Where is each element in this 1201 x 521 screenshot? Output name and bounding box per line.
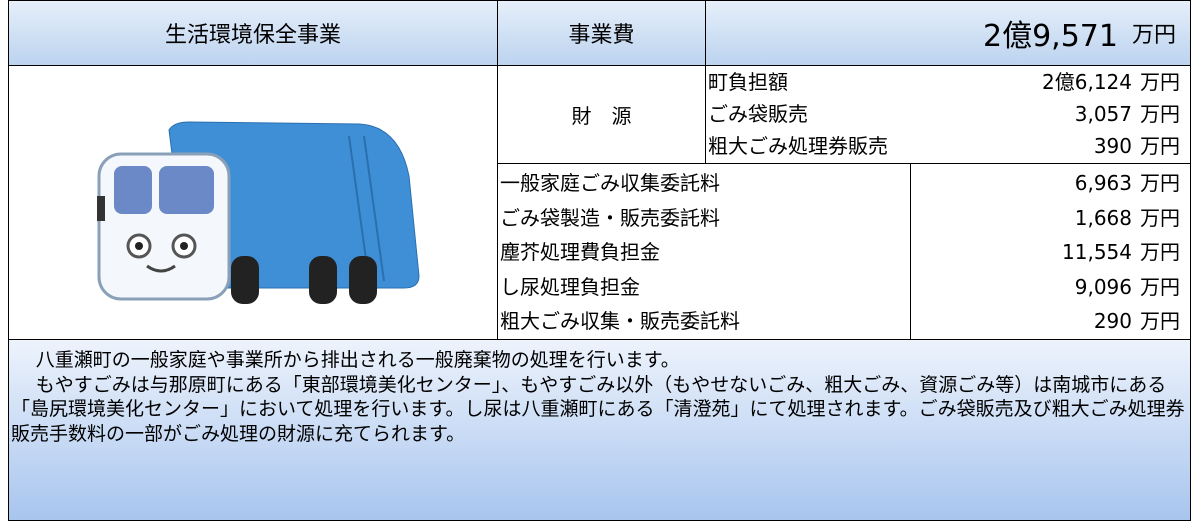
expense-amount: 290 xyxy=(1093,309,1132,333)
expense-item: し尿処理負担金 xyxy=(500,274,640,299)
funding-row: ごみ袋販売 3,057 万円 xyxy=(708,98,1180,130)
funding-amount-wrap: 3,057 万円 xyxy=(1075,98,1180,130)
expense-amount-row: 290 万円 xyxy=(911,305,1180,337)
expense-unit: 万円 xyxy=(1140,274,1180,299)
expense-amount: 11,554 xyxy=(1062,240,1132,264)
expense-amount-wrap: 11,554 万円 xyxy=(1062,236,1180,268)
cost: 2億9,571 xyxy=(983,19,1118,54)
cost-unit: 万円 xyxy=(1131,23,1176,48)
description-paragraph: 八重瀬町の一般家庭や事業所から排出される一般廃棄物の処理を行います。 xyxy=(35,349,680,371)
expense-amount-wrap: 290 万円 xyxy=(1094,305,1180,337)
expense-amount-wrap: 6,963 万円 xyxy=(1075,167,1180,199)
funding-row: 粗大ごみ処理券販売 390 万円 xyxy=(708,130,1180,162)
expense-item: ごみ袋製造・販売委託料 xyxy=(500,205,720,230)
expense-unit: 万円 xyxy=(1140,171,1180,195)
expense-item: 塵芥処理費負担金 xyxy=(500,240,660,264)
expense-row: ごみ袋製造・販売委託料 xyxy=(500,202,720,234)
title-cell: 生活環境保全事業 xyxy=(8,0,498,66)
funding-amount: 3,057 xyxy=(1074,102,1132,126)
funding-label-cell: 財 源 xyxy=(497,65,706,164)
funding-amount-wrap: 2億6,124 万円 xyxy=(1042,66,1180,98)
truck-illustration xyxy=(97,121,420,304)
expense-amount-row: 9,096 万円 xyxy=(911,271,1180,303)
funding-label: 財 源 xyxy=(571,104,632,128)
funding-cell: 町負担額 2億6,124 万円 ごみ袋販売 3,057 万円 粗大ごみ処理券販売 390 万円 xyxy=(705,65,1191,164)
expense-item: 粗大ごみ収集・販売委託料 xyxy=(500,309,740,333)
expense-label-cell: 一般家庭ごみ収集委託料 ごみ袋製造・販売委託料 塵芥処理費負担金 し尿処理負担金粗大ご… xyxy=(497,163,911,340)
expense-amount-wrap: 9,096 万円 xyxy=(1075,271,1180,303)
funding-item: 粗大ごみ処理券販売 xyxy=(708,134,888,158)
expense-amount: 6,963 xyxy=(1074,171,1132,195)
expense-unit: 万円 xyxy=(1140,309,1180,333)
illustration-cell xyxy=(8,65,498,340)
expense-amount: 9,096 xyxy=(1074,274,1132,299)
expense-row: 一般家庭ごみ収集委託料 xyxy=(500,167,720,199)
title: 生活環境保全事業 xyxy=(164,23,341,48)
funding-item: 町負担額 xyxy=(708,70,788,94)
expense-unit: 万円 xyxy=(1140,205,1180,230)
funding-item: ごみ袋販売 xyxy=(708,102,808,126)
expense-amount-wrap: 1,668 万円 xyxy=(1075,202,1180,234)
cost-cell: 2億9,571 万円 xyxy=(705,0,1191,66)
funding-amount: 390 xyxy=(1093,134,1132,158)
expense-amount-row: 11,554 万円 xyxy=(911,236,1180,268)
cost-label-cell: 事業費 xyxy=(497,0,706,66)
expense-row: し尿処理負担金 xyxy=(500,271,640,303)
expense-unit: 万円 xyxy=(1140,240,1180,264)
funding-unit: 万円 xyxy=(1140,102,1180,126)
description-paragraph: もやすごみは与那原町にある「東部環境美化センター」、もやすごみ以外（もやせないご… xyxy=(11,373,1185,445)
expense-amount-cell: 6,963 万円 1,668 万円 11,554 万円 9,096 万円 290 万円 xyxy=(910,163,1191,340)
expense-row: 粗大ごみ収集・販売委託料 xyxy=(500,305,740,337)
funding-unit: 万円 xyxy=(1140,70,1180,94)
funding-amount-wrap: 390 万円 xyxy=(1094,130,1180,162)
funding-unit: 万円 xyxy=(1140,134,1180,158)
expense-amount-row: 6,963 万円 xyxy=(911,167,1180,199)
expense-row: 塵芥処理費負担金 xyxy=(500,236,660,268)
description: 八重瀬町の一般家庭や事業所から排出される一般廃棄物の処理を行います。 もやすごみは… xyxy=(8,339,1191,521)
expense-amount-row: 1,668 万円 xyxy=(911,202,1180,234)
cost-label: 事業費 xyxy=(568,23,635,48)
funding-row: 町負担額 2億6,124 万円 xyxy=(708,66,1180,98)
expense-item: 一般家庭ごみ収集委託料 xyxy=(500,171,720,195)
expense-amount: 1,668 xyxy=(1074,205,1132,230)
funding-amount: 2億6,124 xyxy=(1042,70,1132,94)
